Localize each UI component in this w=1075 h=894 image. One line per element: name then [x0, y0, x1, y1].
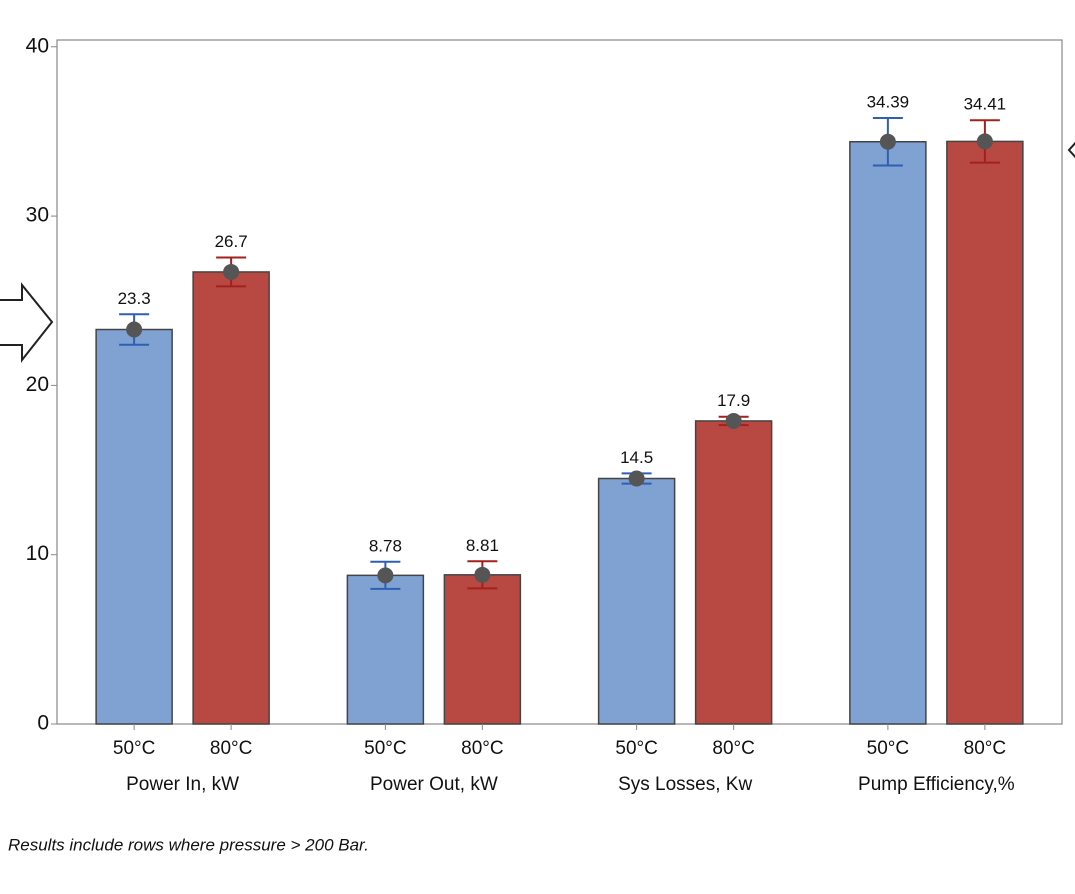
x-sublabel: 80°C: [210, 738, 252, 759]
data-label: 23.3: [118, 289, 151, 308]
mean-dot: [976, 133, 993, 150]
x-category-label: Power In, kW: [126, 774, 239, 795]
y-tick-label: 20: [26, 373, 49, 396]
data-label: 14.5: [620, 448, 653, 467]
y-tick-label: 30: [26, 204, 49, 227]
x-sublabel: 80°C: [712, 738, 754, 759]
bar: [946, 140, 1024, 725]
right-arrow: [1067, 141, 1075, 159]
left-arrow: [0, 282, 54, 363]
bar: [346, 574, 425, 725]
mean-dot: [126, 321, 143, 338]
mean-dot: [628, 470, 645, 487]
x-sublabel: 50°C: [364, 738, 406, 759]
y-tick-label: 40: [26, 34, 49, 57]
mean-dot: [725, 412, 742, 429]
data-label: 8.78: [369, 536, 402, 555]
data-label: 17.9: [717, 391, 750, 410]
x-sublabel: 50°C: [615, 738, 657, 759]
data-label: 26.7: [215, 232, 248, 251]
bar: [192, 271, 270, 725]
mean-dot: [474, 566, 491, 583]
mean-dot: [377, 567, 394, 584]
bar: [443, 574, 522, 725]
bar: [694, 420, 773, 725]
data-label: 8.81: [466, 536, 499, 555]
y-tick-label: 10: [26, 542, 49, 565]
mean-dot: [879, 133, 896, 150]
x-sublabel: 50°C: [113, 738, 155, 759]
bar: [597, 477, 676, 725]
x-sublabel: 50°C: [867, 738, 909, 759]
x-sublabel: 80°C: [461, 738, 503, 759]
y-tick-label: 0: [37, 712, 49, 735]
x-sublabel: 80°C: [964, 738, 1006, 759]
bar: [849, 141, 927, 725]
x-category-label: Power Out, kW: [370, 774, 498, 795]
data-label: 34.39: [867, 93, 910, 112]
mean-dot: [223, 263, 240, 280]
bar: [95, 328, 173, 725]
plot-frame: [56, 39, 1063, 725]
x-category-label: Sys Losses, Kw: [618, 774, 752, 795]
footnote: Results include rows where pressure > 20…: [8, 835, 369, 854]
x-category-label: Pump Efficiency,%: [858, 774, 1015, 795]
data-label: 34.41: [964, 95, 1007, 114]
